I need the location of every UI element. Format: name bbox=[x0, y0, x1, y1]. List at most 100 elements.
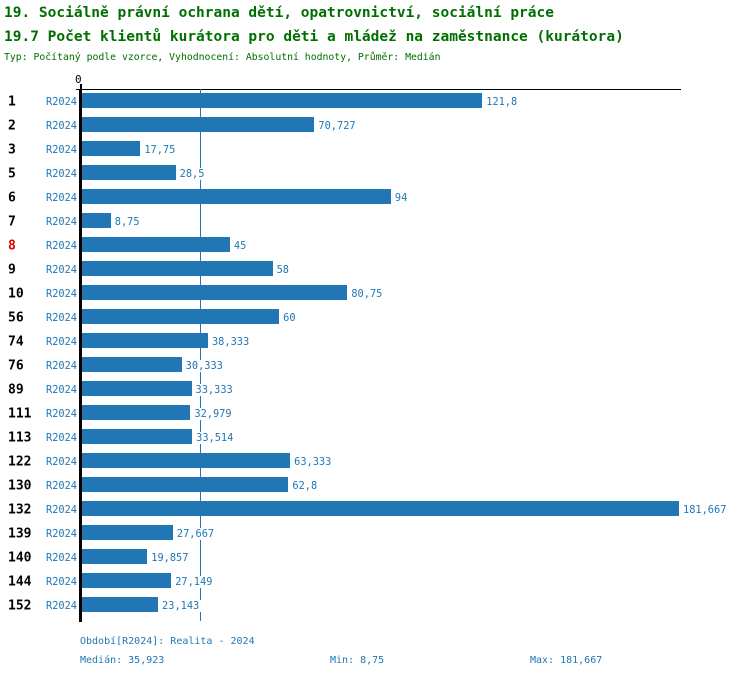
chart-row: 132 R2024 181,667 bbox=[0, 498, 750, 522]
row-id-label: 10 bbox=[8, 286, 24, 302]
row-id-label: 152 bbox=[8, 598, 32, 614]
row-period-label: R2024 bbox=[46, 336, 77, 348]
row-period-label: R2024 bbox=[46, 144, 77, 156]
bar-value-label: 19,857 bbox=[149, 552, 191, 564]
row-id-label: 132 bbox=[8, 502, 32, 518]
row-id-label: 113 bbox=[8, 430, 32, 446]
row-id-label: 144 bbox=[8, 574, 32, 590]
value-bar bbox=[82, 549, 148, 564]
chart-row: 113 R2024 33,514 bbox=[0, 426, 750, 450]
bar-value-label: 63,333 bbox=[292, 456, 334, 468]
median-gridline bbox=[200, 89, 201, 621]
bar-value-label: 58 bbox=[274, 264, 291, 276]
chart-row: 130 R2024 62,8 bbox=[0, 474, 750, 498]
footer-max-value: Max: 181,667 bbox=[530, 655, 603, 666]
chart-row: 152 R2024 23,143 bbox=[0, 594, 750, 618]
chart-row: 9 R2024 58 bbox=[0, 258, 750, 282]
chart-row: 6 R2024 94 bbox=[0, 186, 750, 210]
value-bar bbox=[82, 285, 348, 300]
row-id-label: 140 bbox=[8, 550, 32, 566]
value-bar bbox=[82, 573, 172, 588]
bar-value-label: 94 bbox=[392, 192, 410, 204]
value-bar bbox=[82, 357, 182, 372]
value-bar bbox=[82, 93, 483, 108]
chart-row: 122 R2024 63,333 bbox=[0, 450, 750, 474]
bar-value-label: 33,514 bbox=[194, 432, 236, 444]
value-bar bbox=[82, 453, 291, 468]
row-id-label: 76 bbox=[8, 358, 24, 374]
chart-row: 74 R2024 38,333 bbox=[0, 330, 750, 354]
x-axis-tick-mark bbox=[80, 84, 82, 90]
row-period-label: R2024 bbox=[46, 96, 77, 108]
bar-value-label: 38,333 bbox=[209, 336, 252, 348]
bar-value-label: 27,149 bbox=[173, 576, 215, 588]
bar-value-label: 23,143 bbox=[160, 600, 202, 612]
row-id-label: 7 bbox=[8, 214, 16, 230]
row-id-label: 6 bbox=[8, 190, 16, 206]
row-id-label: 111 bbox=[8, 406, 32, 422]
value-bar bbox=[82, 597, 159, 612]
chart-row: 140 R2024 19,857 bbox=[0, 546, 750, 570]
bar-value-label: 30,333 bbox=[183, 360, 225, 372]
chart-row: 144 R2024 27,149 bbox=[0, 570, 750, 594]
row-id-label: 2 bbox=[8, 118, 16, 134]
value-bar bbox=[82, 189, 391, 204]
value-bar bbox=[82, 213, 111, 228]
row-period-label: R2024 bbox=[46, 216, 77, 228]
chart-row: 89 R2024 33,333 bbox=[0, 378, 750, 402]
bar-value-label: 45 bbox=[231, 240, 249, 252]
value-bar bbox=[82, 261, 273, 276]
row-period-label: R2024 bbox=[46, 264, 77, 276]
row-id-label: 1 bbox=[8, 94, 16, 110]
report-title-section: 19. Sociálně právní ochrana dětí, opatro… bbox=[4, 5, 554, 21]
y-axis-line bbox=[79, 89, 82, 622]
x-axis-zero-tick-label: 0 bbox=[75, 73, 82, 86]
report-title-indicator: 19.7 Počet klientů kurátora pro děti a m… bbox=[4, 29, 624, 45]
bar-value-label: 62,8 bbox=[290, 480, 320, 492]
bar-value-label: 17,75 bbox=[142, 144, 178, 156]
row-period-label: R2024 bbox=[46, 168, 77, 180]
row-period-label: R2024 bbox=[46, 576, 77, 588]
row-period-label: R2024 bbox=[46, 288, 77, 300]
row-period-label: R2024 bbox=[46, 432, 77, 444]
chart-row: 111 R2024 32,979 bbox=[0, 402, 750, 426]
value-bar bbox=[82, 381, 192, 396]
bar-value-label: 80,75 bbox=[349, 288, 385, 300]
row-period-label: R2024 bbox=[46, 240, 77, 252]
row-id-label: 5 bbox=[8, 166, 16, 182]
value-bar bbox=[82, 477, 289, 492]
value-bar bbox=[82, 165, 176, 180]
x-axis-line bbox=[76, 89, 681, 90]
row-period-label: R2024 bbox=[46, 528, 77, 540]
bar-value-label: 8,75 bbox=[112, 216, 142, 228]
bar-value-label: 27,667 bbox=[174, 528, 217, 540]
chart-row: 76 R2024 30,333 bbox=[0, 354, 750, 378]
chart-row: 139 R2024 27,667 bbox=[0, 522, 750, 546]
row-period-label: R2024 bbox=[46, 192, 77, 204]
footer-min-value: Min: 8,75 bbox=[330, 655, 385, 666]
bar-value-label: 28,5 bbox=[177, 168, 207, 180]
bar-value-label: 33,333 bbox=[193, 384, 235, 396]
chart-row: 10 R2024 80,75 bbox=[0, 282, 750, 306]
row-id-label: 89 bbox=[8, 382, 24, 398]
chart-row: 56 R2024 60 bbox=[0, 306, 750, 330]
row-period-label: R2024 bbox=[46, 504, 77, 516]
row-id-label: 74 bbox=[8, 334, 24, 350]
row-period-label: R2024 bbox=[46, 408, 77, 420]
chart-row: 8 R2024 45 bbox=[0, 234, 750, 258]
row-period-label: R2024 bbox=[46, 600, 77, 612]
row-period-label: R2024 bbox=[46, 120, 77, 132]
bar-value-label: 32,979 bbox=[192, 408, 234, 420]
bar-value-label: 181,667 bbox=[681, 504, 729, 516]
value-bar bbox=[82, 237, 230, 252]
row-id-label: 56 bbox=[8, 310, 24, 326]
value-bar bbox=[82, 405, 191, 420]
bar-value-label: 60 bbox=[281, 312, 298, 324]
value-bar bbox=[82, 141, 141, 156]
value-bar bbox=[82, 525, 173, 540]
row-period-label: R2024 bbox=[46, 312, 77, 324]
row-period-label: R2024 bbox=[46, 456, 77, 468]
chart-row: 7 R2024 8,75 bbox=[0, 210, 750, 234]
chart-row: 5 R2024 28,5 bbox=[0, 162, 750, 186]
